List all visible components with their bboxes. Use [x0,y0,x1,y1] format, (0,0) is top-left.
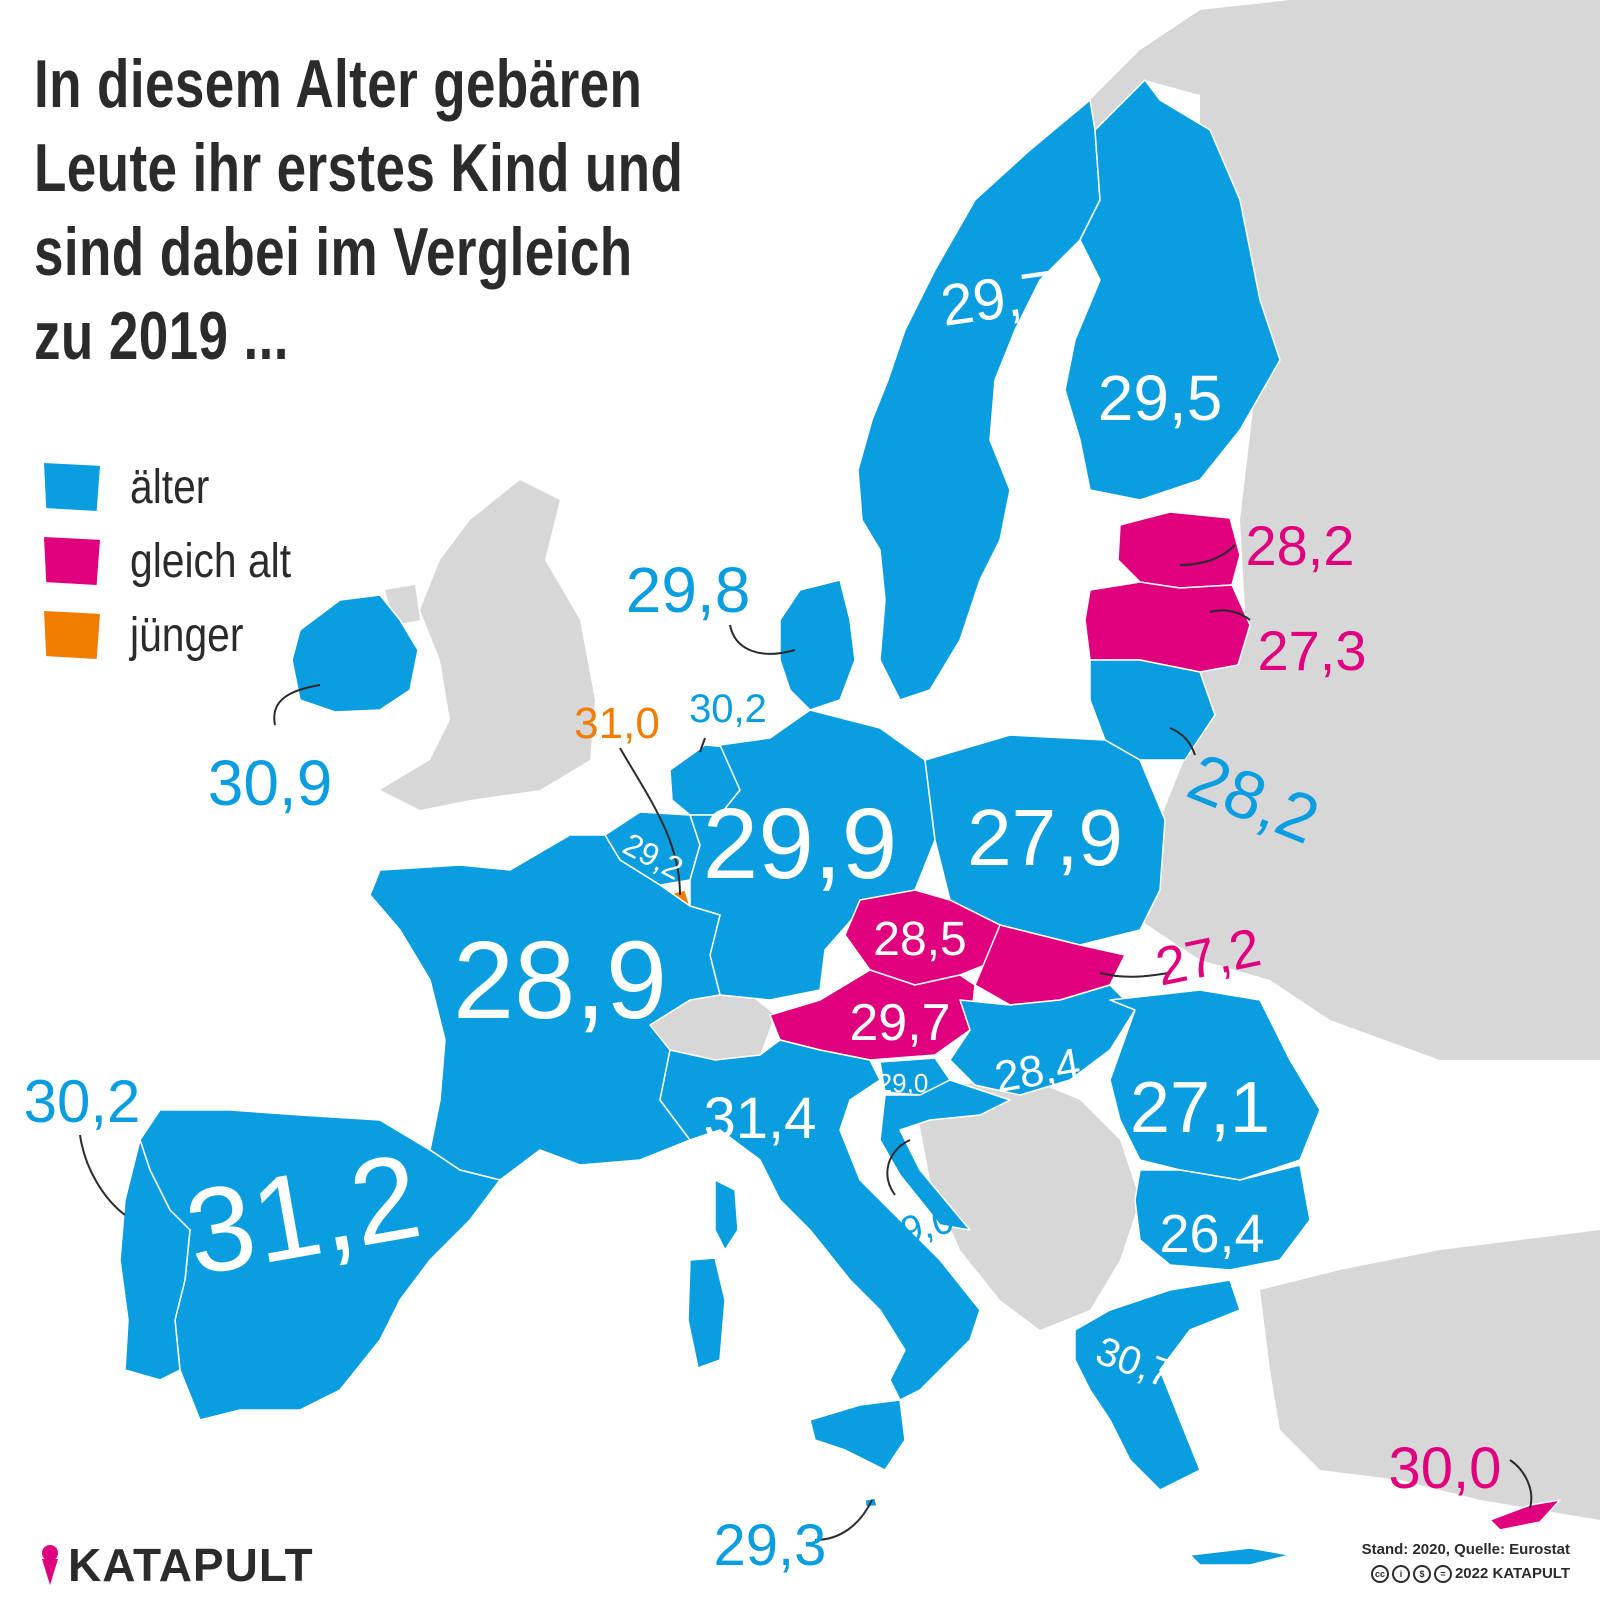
country-lithuania [1089,659,1216,761]
legend: älter gleich alt jünger [44,450,319,672]
leader-malta [814,1499,873,1541]
country-hungary [949,984,1136,1096]
nc-icon: $ [1412,1565,1431,1583]
country-finland [1064,79,1281,501]
label-estonia: 28,2 [1246,514,1355,577]
label-malta: 29,3 [714,1513,827,1578]
country-portugal [119,1139,191,1381]
country-sweden [857,99,1101,701]
cc-icon: cc [1370,1565,1389,1583]
country-ireland [291,594,419,713]
legend-item-juenger: jünger [44,598,319,672]
nd-icon: = [1433,1565,1452,1583]
eastern-europe-shape [1140,620,1600,1060]
leader-portugal [79,1134,126,1216]
country-germany [689,709,936,1001]
license-row: cc i $ = 2022 KATAPULT [1362,1562,1570,1586]
non-eu-land [380,0,1600,1520]
title-line-2: Leute ihr erstes Kind und [34,130,684,206]
country-cyprus [1489,1499,1561,1531]
label-italy: 31,4 [704,1086,817,1151]
footer: Stand: 2020, Quelle: Eurostat cc i $ = 2… [1362,1538,1570,1586]
country-denmark [779,579,856,711]
leader-lithuania [1169,727,1196,756]
turkey-shape [1260,1230,1600,1520]
leader-croatia [886,1139,911,1196]
label-slovenia: 29,0 [878,1068,929,1098]
label-denmark: 29,8 [626,554,751,626]
country-sicily [809,1399,906,1471]
leader-luxembourg [619,747,681,896]
label-germany: 29,9 [703,788,898,900]
leader-slovakia [1099,972,1169,978]
leader-cyprus [1509,1459,1533,1509]
legend-label: jünger [130,608,244,662]
katapult-logo: KATAPULT [40,1539,314,1591]
label-austria: 29,7 [849,994,950,1052]
legend-label: gleich alt [130,534,292,588]
leader-lines [79,544,1533,1541]
title-line-1: In diesem Alter gebären [34,46,643,122]
balkans-shape [915,1075,1140,1330]
country-italy [659,1039,981,1401]
country-latvia [1084,581,1251,673]
title-line-3: sind dabei im Vergleich [34,214,633,290]
label-poland: 27,9 [967,793,1123,882]
label-netherlands: 30,2 [689,687,767,731]
country-bulgaria [1134,1164,1311,1271]
label-latvia: 27,3 [1258,619,1367,682]
page-title: In diesem Alter gebären Leute ihr erstes… [34,42,720,378]
country-crete [1189,1547,1291,1566]
label-france: 28,9 [453,919,667,1042]
legend-swatch-gleich-alt [44,537,100,585]
legend-item-gleich-alt: gleich alt [44,524,319,598]
leader-denmark [729,624,796,655]
legend-item-aelter: älter [44,450,319,524]
value-labels: 29,7 29,5 28,2 27,3 28,2 29,8 30,9 30,2 … [24,259,1502,1578]
label-romania: 27,1 [1130,1068,1270,1148]
label-bulgaria: 26,4 [1159,1204,1264,1264]
country-poland [924,734,1166,946]
country-croatia [879,1079,1011,1231]
leader-ireland [273,684,321,726]
label-czechia: 28,5 [873,913,966,966]
russia-north-shape [1200,0,1600,760]
label-luxembourg: 31,0 [574,699,660,748]
label-ireland: 30,9 [208,747,333,819]
leader-estonia [1179,544,1236,566]
leader-netherlands [699,737,706,753]
source-text: Stand: 2020, Quelle: Eurostat [1361,1541,1570,1558]
label-cyprus: 30,0 [1389,1436,1502,1501]
by-icon: i [1391,1565,1410,1583]
label-sweden: 29,7 [937,259,1058,339]
brand-name: KATAPULT [68,1539,314,1591]
ice-cream-icon [42,1545,58,1585]
switzerland-shape [650,995,775,1060]
iceland-hint-shape [1500,20,1600,90]
country-greece [1074,1279,1241,1491]
label-portugal: 30,2 [24,1068,141,1135]
country-corsica [714,1179,739,1251]
legend-swatch-juenger [44,611,100,659]
label-finland: 29,5 [1098,362,1223,434]
copyright-text: 2022 KATAPULT [1454,1565,1570,1582]
legend-label: älter [130,460,210,514]
legend-swatch-aelter [44,463,100,511]
eu-countries [119,79,1561,1566]
country-estonia [1117,511,1241,589]
leader-latvia [1209,609,1251,621]
title-line-4: zu 2019 ... [34,298,289,374]
country-sardinia [687,1257,726,1369]
great-britain-shape [380,480,595,810]
